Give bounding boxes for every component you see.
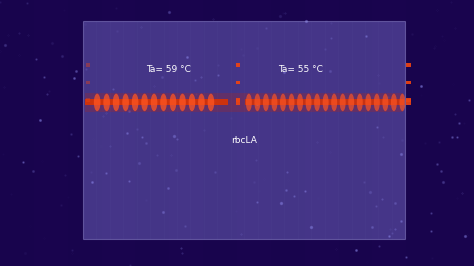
Ellipse shape bbox=[170, 94, 176, 111]
Ellipse shape bbox=[383, 94, 388, 111]
Ellipse shape bbox=[208, 94, 214, 111]
Ellipse shape bbox=[280, 94, 286, 111]
Bar bbox=[338, 0, 373, 266]
Ellipse shape bbox=[348, 94, 354, 111]
Text: rbcLA: rbcLA bbox=[231, 136, 257, 146]
Bar bbox=[271, 0, 305, 266]
Bar bbox=[406, 99, 411, 105]
Bar bbox=[373, 0, 406, 266]
Bar bbox=[237, 0, 271, 266]
Bar bbox=[86, 81, 90, 84]
Ellipse shape bbox=[331, 94, 337, 111]
Bar bbox=[236, 99, 240, 105]
Ellipse shape bbox=[179, 94, 186, 111]
Bar bbox=[85, 99, 228, 105]
Ellipse shape bbox=[314, 94, 320, 111]
Ellipse shape bbox=[365, 94, 371, 111]
Ellipse shape bbox=[103, 94, 110, 111]
Bar bbox=[203, 0, 237, 266]
Ellipse shape bbox=[113, 94, 119, 111]
Ellipse shape bbox=[246, 94, 252, 111]
Ellipse shape bbox=[323, 94, 328, 111]
Ellipse shape bbox=[151, 94, 157, 111]
Bar bbox=[245, 99, 404, 105]
Ellipse shape bbox=[94, 94, 100, 111]
Bar bbox=[169, 0, 203, 266]
Ellipse shape bbox=[198, 94, 205, 111]
Ellipse shape bbox=[306, 94, 311, 111]
Bar bbox=[440, 0, 474, 266]
Ellipse shape bbox=[272, 94, 277, 111]
Ellipse shape bbox=[263, 94, 269, 111]
Bar bbox=[85, 93, 403, 112]
Bar bbox=[101, 0, 136, 266]
Bar bbox=[406, 0, 440, 266]
Ellipse shape bbox=[189, 94, 195, 111]
Bar bbox=[83, 21, 405, 239]
Text: Ta= 59 °C: Ta= 59 °C bbox=[146, 65, 191, 74]
Bar bbox=[68, 0, 101, 266]
Ellipse shape bbox=[160, 94, 167, 111]
Bar bbox=[406, 98, 411, 102]
Bar bbox=[34, 0, 68, 266]
Bar bbox=[406, 81, 411, 84]
Bar bbox=[236, 81, 240, 84]
Bar bbox=[86, 98, 90, 102]
Ellipse shape bbox=[289, 94, 294, 111]
Text: Ta= 55 °C: Ta= 55 °C bbox=[279, 65, 323, 74]
Ellipse shape bbox=[297, 94, 303, 111]
Bar bbox=[236, 98, 240, 102]
Ellipse shape bbox=[340, 94, 346, 111]
Ellipse shape bbox=[374, 94, 380, 111]
Bar bbox=[406, 63, 411, 66]
Ellipse shape bbox=[357, 94, 363, 111]
Ellipse shape bbox=[255, 94, 260, 111]
Ellipse shape bbox=[132, 94, 138, 111]
Bar bbox=[305, 0, 338, 266]
Ellipse shape bbox=[400, 94, 405, 111]
Ellipse shape bbox=[391, 94, 397, 111]
Bar bbox=[236, 63, 240, 66]
Ellipse shape bbox=[122, 94, 129, 111]
Bar bbox=[0, 0, 34, 266]
Bar bbox=[136, 0, 169, 266]
Bar bbox=[86, 63, 90, 66]
Ellipse shape bbox=[141, 94, 148, 111]
